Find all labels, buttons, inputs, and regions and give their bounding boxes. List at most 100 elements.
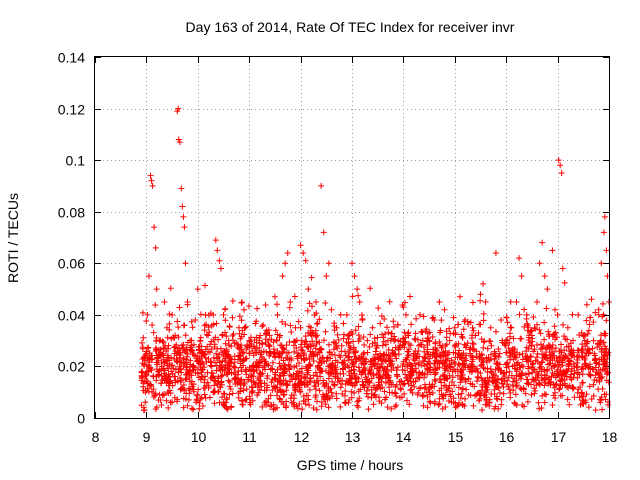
data-point bbox=[421, 354, 428, 361]
data-point bbox=[163, 397, 170, 404]
data-point bbox=[432, 344, 439, 351]
data-point bbox=[350, 338, 357, 345]
data-point bbox=[359, 317, 366, 324]
data-point bbox=[239, 299, 246, 306]
data-point bbox=[350, 367, 357, 374]
data-point bbox=[247, 401, 254, 408]
data-point bbox=[460, 357, 467, 364]
data-point bbox=[331, 351, 338, 358]
data-points bbox=[138, 105, 612, 414]
data-point bbox=[310, 372, 317, 379]
data-point bbox=[405, 340, 412, 347]
data-point bbox=[256, 387, 263, 394]
data-point bbox=[149, 182, 156, 189]
data-point bbox=[386, 389, 393, 396]
data-point bbox=[558, 341, 565, 348]
data-point bbox=[345, 399, 352, 406]
data-point bbox=[480, 317, 487, 324]
data-point bbox=[261, 358, 268, 365]
data-point bbox=[143, 371, 150, 378]
data-point bbox=[204, 379, 211, 386]
data-point bbox=[452, 344, 459, 351]
data-point bbox=[229, 314, 236, 321]
data-point bbox=[550, 392, 557, 399]
data-point bbox=[160, 352, 167, 359]
data-point bbox=[182, 376, 189, 383]
data-point bbox=[256, 337, 263, 344]
data-point bbox=[236, 313, 243, 320]
data-point bbox=[469, 368, 476, 374]
data-point bbox=[238, 364, 245, 371]
data-point bbox=[603, 391, 610, 398]
data-point bbox=[469, 362, 476, 369]
data-point bbox=[243, 396, 250, 403]
data-point bbox=[149, 322, 156, 329]
data-point bbox=[555, 371, 562, 378]
data-point bbox=[391, 389, 398, 396]
data-point bbox=[195, 374, 202, 381]
data-point bbox=[155, 371, 162, 378]
data-point bbox=[585, 350, 592, 357]
data-point bbox=[531, 385, 538, 392]
data-point bbox=[395, 337, 402, 344]
data-point bbox=[327, 386, 334, 393]
data-point bbox=[256, 377, 263, 384]
data-point bbox=[206, 349, 213, 356]
data-point bbox=[477, 297, 484, 304]
data-point bbox=[446, 325, 453, 332]
data-point bbox=[365, 393, 372, 400]
data-point bbox=[338, 342, 345, 349]
data-point bbox=[414, 336, 421, 343]
data-point bbox=[184, 402, 191, 409]
data-point bbox=[217, 265, 224, 272]
data-point bbox=[166, 320, 173, 327]
data-point bbox=[153, 377, 160, 384]
data-point bbox=[178, 342, 185, 349]
data-point bbox=[292, 324, 299, 331]
data-point bbox=[180, 213, 187, 220]
data-point bbox=[363, 387, 370, 394]
data-point bbox=[364, 337, 371, 344]
data-point bbox=[343, 311, 350, 318]
data-point bbox=[223, 333, 230, 340]
data-point bbox=[143, 363, 150, 370]
data-point bbox=[603, 377, 610, 384]
data-point bbox=[462, 378, 469, 385]
data-point bbox=[392, 383, 399, 390]
data-point bbox=[495, 345, 502, 352]
data-point bbox=[371, 391, 378, 398]
data-point bbox=[222, 317, 229, 324]
data-point bbox=[214, 247, 221, 254]
data-point bbox=[166, 379, 173, 386]
data-point bbox=[230, 337, 237, 344]
data-point bbox=[180, 356, 187, 363]
data-point bbox=[436, 400, 443, 407]
data-point bbox=[583, 317, 590, 324]
data-point bbox=[217, 384, 224, 391]
data-point bbox=[500, 383, 507, 390]
data-point bbox=[359, 356, 366, 363]
data-point bbox=[150, 372, 157, 379]
data-point bbox=[524, 398, 531, 405]
data-point bbox=[269, 387, 276, 394]
data-point bbox=[331, 365, 338, 372]
data-point bbox=[305, 396, 312, 403]
data-point bbox=[379, 384, 386, 391]
data-point bbox=[287, 395, 294, 402]
data-point bbox=[312, 386, 319, 393]
data-point bbox=[518, 386, 525, 393]
data-point bbox=[255, 360, 262, 367]
data-point bbox=[290, 392, 297, 399]
data-point bbox=[599, 406, 606, 413]
data-point bbox=[232, 371, 239, 378]
data-point bbox=[302, 363, 309, 370]
data-point bbox=[525, 370, 532, 377]
data-point bbox=[552, 362, 559, 369]
data-point bbox=[585, 327, 592, 334]
data-point bbox=[197, 337, 204, 344]
data-point bbox=[465, 375, 472, 382]
data-point bbox=[189, 347, 196, 354]
data-point bbox=[527, 328, 534, 335]
data-point bbox=[470, 341, 477, 348]
data-point bbox=[301, 341, 308, 348]
